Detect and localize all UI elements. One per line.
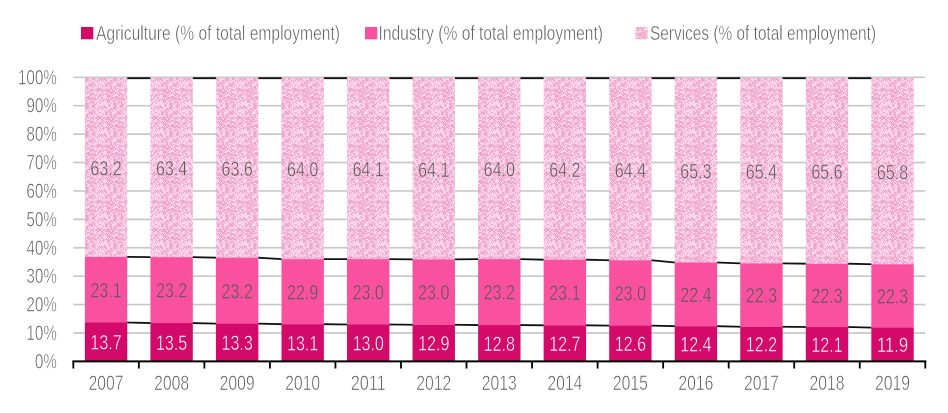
- svg-text:23.2: 23.2: [156, 279, 187, 303]
- svg-text:Agriculture (% of total employ: Agriculture (% of total employment): [96, 23, 340, 45]
- svg-text:23.2: 23.2: [222, 279, 253, 303]
- svg-text:65.3: 65.3: [680, 159, 711, 183]
- svg-text:2008: 2008: [154, 371, 189, 395]
- svg-text:65.8: 65.8: [877, 160, 908, 184]
- svg-text:23.0: 23.0: [418, 281, 449, 305]
- svg-text:0%: 0%: [35, 349, 57, 373]
- svg-text:90%: 90%: [26, 94, 57, 118]
- svg-text:2011: 2011: [351, 371, 386, 395]
- svg-text:20%: 20%: [26, 293, 57, 317]
- svg-text:2017: 2017: [744, 371, 779, 395]
- svg-text:13.0: 13.0: [353, 332, 384, 356]
- svg-text:11.9: 11.9: [877, 333, 908, 357]
- svg-text:50%: 50%: [26, 207, 57, 231]
- svg-text:2018: 2018: [809, 371, 844, 395]
- svg-text:40%: 40%: [26, 236, 57, 260]
- svg-text:12.9: 12.9: [418, 332, 449, 356]
- svg-text:23.0: 23.0: [353, 280, 384, 304]
- svg-text:80%: 80%: [26, 122, 57, 146]
- svg-text:12.4: 12.4: [680, 332, 711, 356]
- svg-text:63.6: 63.6: [222, 157, 253, 181]
- svg-text:Industry (% of total employmen: Industry (% of total employment): [379, 23, 604, 45]
- svg-text:65.4: 65.4: [746, 160, 777, 184]
- svg-text:22.3: 22.3: [811, 284, 842, 308]
- svg-text:30%: 30%: [26, 264, 57, 288]
- svg-text:22.3: 22.3: [746, 284, 777, 308]
- svg-text:63.2: 63.2: [90, 157, 121, 181]
- svg-text:64.4: 64.4: [615, 158, 646, 182]
- svg-text:65.6: 65.6: [811, 160, 842, 184]
- svg-text:64.2: 64.2: [549, 158, 580, 182]
- svg-text:64.1: 64.1: [353, 158, 384, 182]
- svg-text:13.5: 13.5: [156, 331, 187, 355]
- svg-text:2007: 2007: [89, 371, 124, 395]
- svg-text:2009: 2009: [220, 371, 255, 395]
- svg-text:23.2: 23.2: [484, 281, 515, 305]
- svg-text:23.1: 23.1: [90, 278, 121, 302]
- svg-text:2015: 2015: [613, 371, 648, 395]
- svg-text:22.9: 22.9: [287, 280, 318, 304]
- svg-text:70%: 70%: [26, 151, 57, 175]
- svg-text:22.3: 22.3: [877, 285, 908, 309]
- svg-text:13.1: 13.1: [287, 331, 318, 355]
- svg-text:12.6: 12.6: [615, 332, 646, 356]
- svg-text:12.7: 12.7: [549, 332, 580, 356]
- svg-text:12.8: 12.8: [484, 332, 515, 356]
- svg-text:12.1: 12.1: [811, 333, 842, 357]
- svg-text:22.4: 22.4: [680, 283, 711, 307]
- svg-text:2019: 2019: [875, 371, 910, 395]
- svg-text:63.4: 63.4: [156, 157, 187, 181]
- svg-text:23.0: 23.0: [615, 282, 646, 306]
- svg-text:12.2: 12.2: [746, 333, 777, 357]
- svg-text:64.0: 64.0: [484, 158, 515, 182]
- svg-text:10%: 10%: [26, 321, 57, 345]
- svg-text:2010: 2010: [285, 371, 320, 395]
- svg-text:64.0: 64.0: [287, 158, 318, 182]
- svg-text:Services (% of total employmen: Services (% of total employment): [650, 23, 876, 45]
- svg-text:23.1: 23.1: [549, 281, 580, 305]
- svg-text:2014: 2014: [547, 371, 582, 395]
- svg-text:2012: 2012: [416, 371, 451, 395]
- svg-text:2013: 2013: [482, 371, 517, 395]
- svg-text:60%: 60%: [26, 179, 57, 203]
- svg-text:13.7: 13.7: [90, 331, 121, 355]
- svg-text:100%: 100%: [18, 65, 57, 89]
- svg-text:13.3: 13.3: [222, 331, 253, 355]
- svg-text:2016: 2016: [678, 371, 713, 395]
- svg-text:64.1: 64.1: [418, 158, 449, 182]
